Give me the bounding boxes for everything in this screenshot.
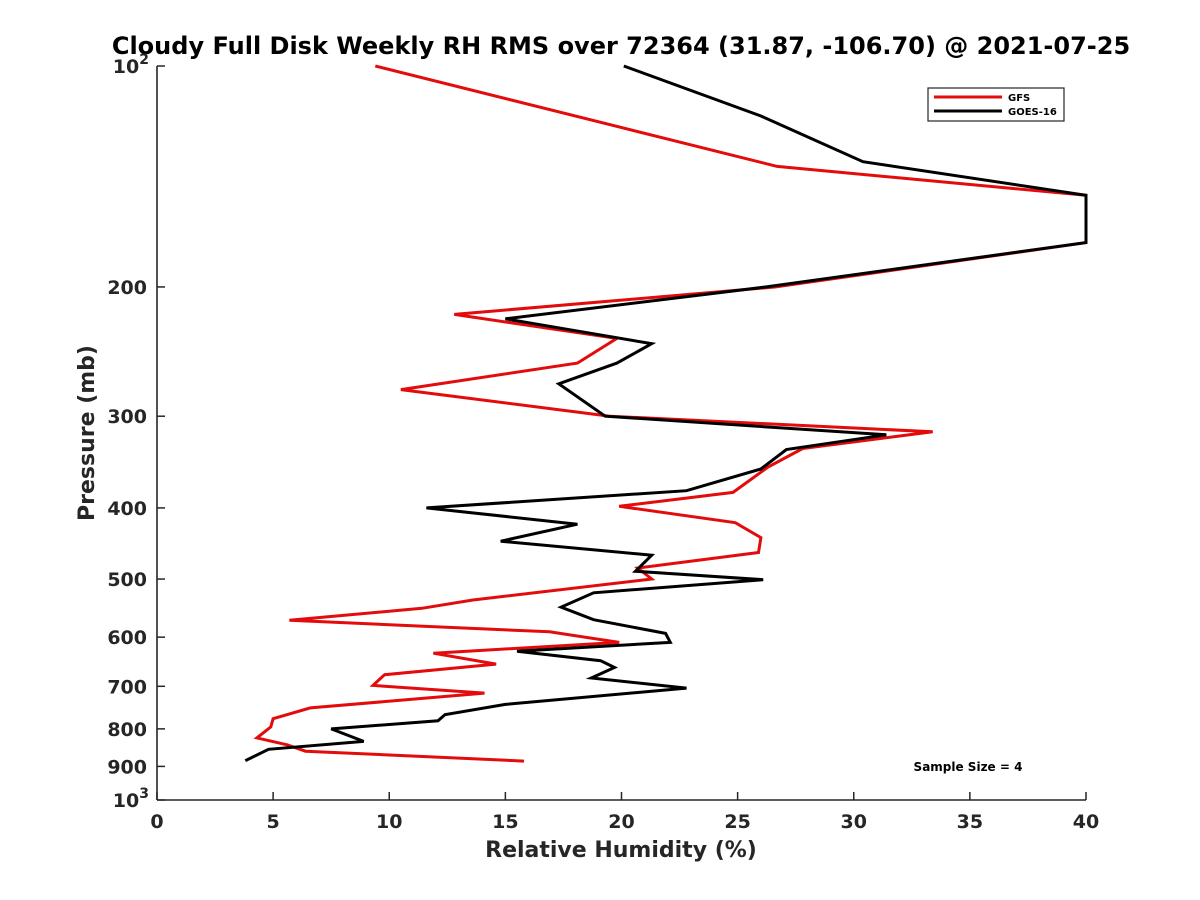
x-tick-label: 20 (608, 811, 634, 833)
x-axis-label: Relative Humidity (%) (485, 838, 757, 863)
chart-title: Cloudy Full Disk Weekly RH RMS over 7236… (112, 32, 1130, 60)
legend-box (927, 87, 1065, 122)
x-tick-label: 25 (724, 811, 750, 833)
x-tick-label: 40 (1073, 811, 1099, 833)
legend: GFS GOES-16 (927, 87, 1065, 122)
y-axis-ticks: 102 200 300 400 500 600 700 800 900 103 (107, 52, 165, 812)
y-tick-label: 900 (107, 756, 147, 778)
x-tick-label: 15 (492, 811, 518, 833)
y-tick-label: 200 (107, 277, 147, 299)
y-tick-label: 103 (113, 786, 149, 812)
y-tick-label: 600 (107, 627, 147, 649)
x-tick-label: 30 (841, 811, 867, 833)
legend-label-goes-16: GOES-16 (1008, 107, 1057, 118)
y-tick-label: 400 (107, 498, 147, 520)
axes-layer (156, 66, 1086, 801)
x-tick-label: 5 (267, 811, 280, 833)
series-layer (244, 64, 1088, 763)
x-tick-label: 0 (150, 811, 163, 833)
x-tick-label: 10 (376, 811, 402, 833)
y-axis-label: Pressure (mb) (75, 345, 100, 521)
series-line-gfs (253, 64, 1088, 763)
y-tick-label: 300 (107, 406, 147, 428)
legend-label-gfs: GFS (1008, 93, 1030, 104)
y-tick-label: 500 (107, 569, 147, 591)
x-tick-label: 35 (957, 811, 983, 833)
series-line-goes-16 (244, 64, 1088, 763)
y-tick-label: 800 (107, 719, 147, 741)
sample-size-annotation: Sample Size = 4 (914, 760, 1023, 774)
y-tick-label: 700 (107, 676, 147, 698)
y-tick-label: 102 (113, 52, 149, 78)
x-axis-ticks: 0 5 10 15 20 25 30 35 40 (150, 792, 1099, 833)
